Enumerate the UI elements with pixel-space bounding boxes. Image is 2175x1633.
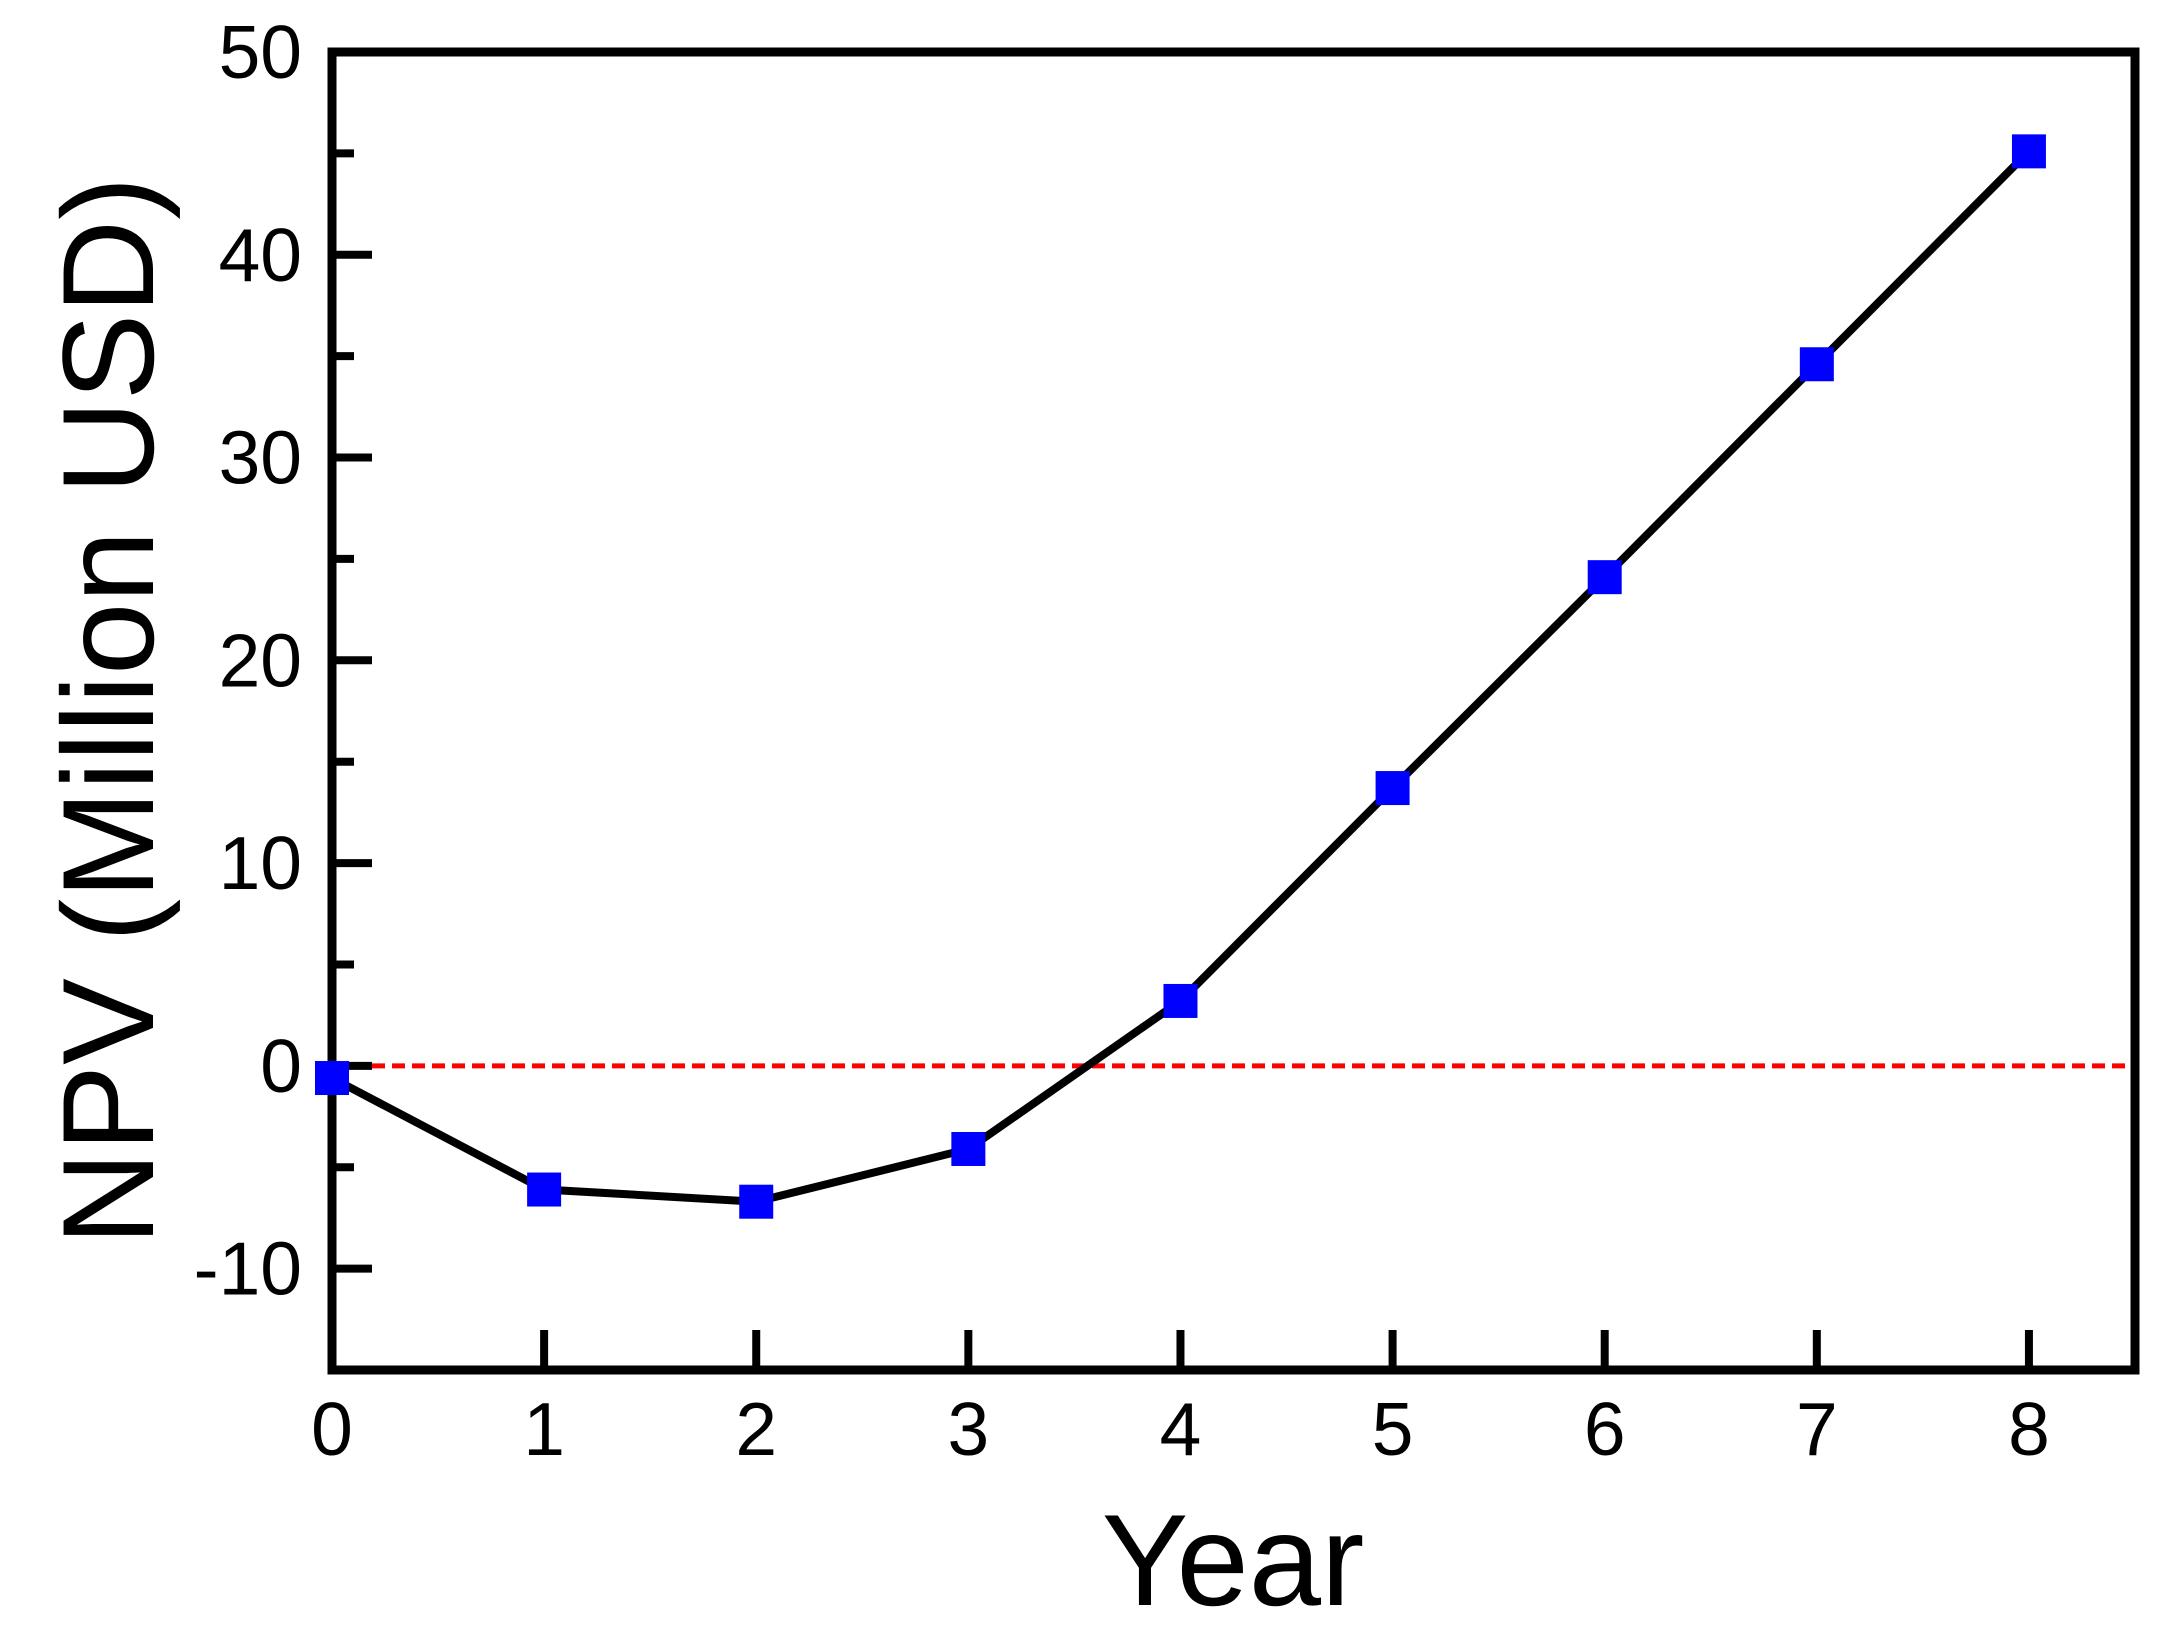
y-axis-tick-label-30: 30 xyxy=(219,416,302,500)
x-axis-tick-label-1: 1 xyxy=(523,1387,565,1471)
npv-series-line xyxy=(330,148,2032,1206)
data-point-year-3 xyxy=(951,1131,986,1166)
x-axis-tick-label-8: 8 xyxy=(2008,1387,2050,1471)
data-point-year-8 xyxy=(2011,134,2046,169)
y-axis-tick-label-50: 50 xyxy=(219,10,302,94)
x-axis-tick-label-0: 0 xyxy=(311,1387,353,1471)
data-point-year-7 xyxy=(1799,347,1834,382)
data-point-year-1 xyxy=(527,1172,562,1207)
x-axis-tick-label-6: 6 xyxy=(1584,1387,1626,1471)
data-point-year-4 xyxy=(1163,983,1198,1018)
y-axis-tick-label-10: 10 xyxy=(219,821,302,905)
y-axis-tick-label-0: 0 xyxy=(260,1024,302,1108)
plot-frame xyxy=(327,47,2140,1375)
x-axis-tick-label-7: 7 xyxy=(1796,1387,1838,1471)
y-axis-title: NPV (Million USD) xyxy=(35,176,181,1246)
y-axis-tick-label-20: 20 xyxy=(219,618,302,702)
x-axis-tick-label-4: 4 xyxy=(1160,1387,1202,1471)
data-point-year-0 xyxy=(315,1061,349,1096)
x-axis-tick-label-5: 5 xyxy=(1372,1387,1414,1471)
x-axis-tick-label-2: 2 xyxy=(735,1387,777,1471)
y-axis-tick-label--10: -10 xyxy=(194,1227,302,1311)
data-point-year-5 xyxy=(1375,771,1410,806)
x-axis-title: Year xyxy=(1101,1487,1365,1633)
x-axis-tick-label-3: 3 xyxy=(947,1387,989,1471)
y-axis-tick-label-40: 40 xyxy=(219,213,302,297)
data-point-year-6 xyxy=(1587,560,1622,595)
data-point-year-2 xyxy=(739,1184,774,1219)
